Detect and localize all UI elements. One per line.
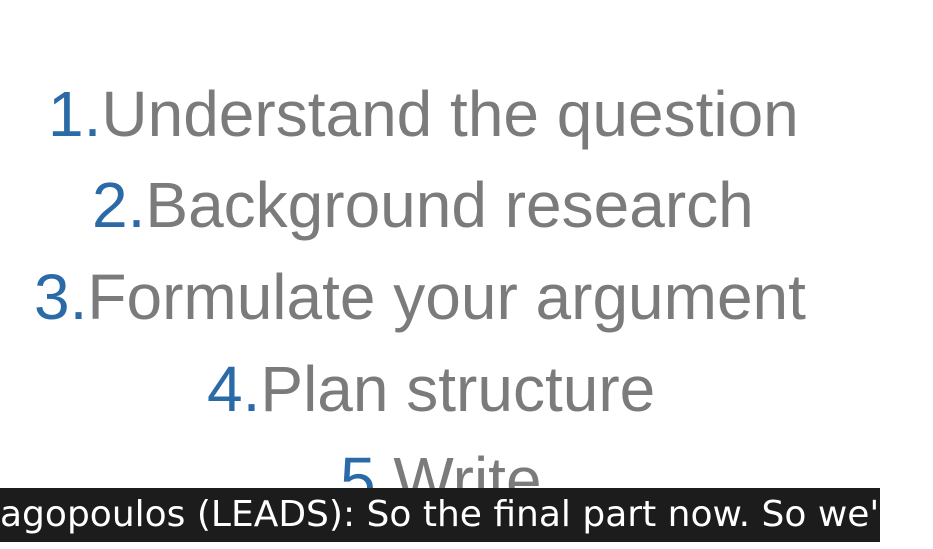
caption-text: agopoulos (LEADS): So the final part now… (0, 494, 880, 535)
caption-bar: agopoulos (LEADS): So the final part now… (0, 488, 880, 542)
step-label: Background research (145, 169, 754, 241)
step-number: 3. (34, 261, 88, 333)
step-4: 4.Plan structure (0, 357, 933, 421)
step-3: 3.Formulate your argument (0, 265, 933, 329)
step-number: 2. (92, 169, 146, 241)
step-number: 4. (207, 353, 261, 425)
step-number: 1. (48, 78, 102, 150)
step-label: Plan structure (260, 353, 656, 425)
step-2: 2.Background research (0, 173, 933, 237)
step-label: Formulate your argument (87, 261, 806, 333)
step-label: Understand the question (101, 78, 799, 150)
step-1: 1.Understand the question (0, 82, 933, 146)
